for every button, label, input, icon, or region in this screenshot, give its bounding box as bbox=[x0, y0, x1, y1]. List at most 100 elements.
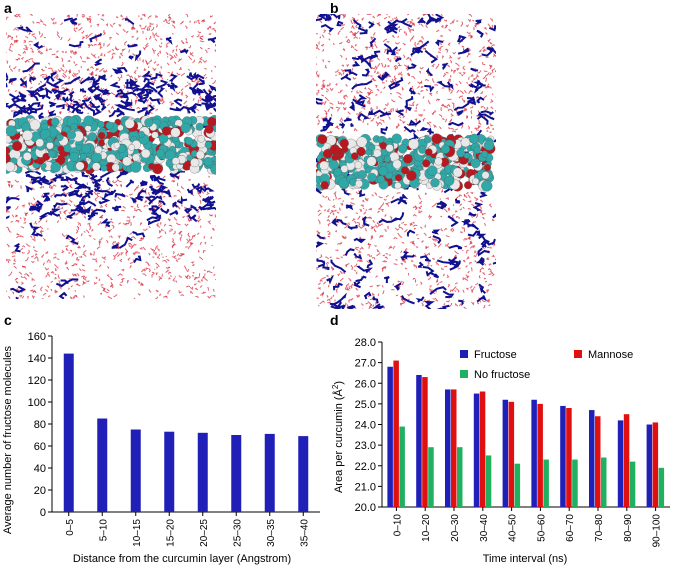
chart-d-x-tick-label: 60–70 bbox=[565, 514, 576, 542]
water-molecule bbox=[421, 41, 424, 44]
water-molecule bbox=[110, 284, 113, 288]
sugar-molecule bbox=[408, 87, 416, 95]
water-molecule bbox=[427, 236, 432, 239]
water-molecule bbox=[77, 46, 81, 49]
water-molecule bbox=[364, 86, 367, 90]
water-molecule bbox=[415, 246, 419, 248]
water-molecule bbox=[476, 74, 480, 78]
water-molecule bbox=[28, 69, 32, 73]
water-molecule bbox=[366, 216, 373, 219]
water-molecule bbox=[212, 295, 216, 298]
water-molecule bbox=[428, 73, 431, 76]
sugar-molecule bbox=[6, 197, 20, 202]
water-molecule bbox=[489, 263, 492, 266]
water-molecule bbox=[371, 108, 374, 111]
water-molecule bbox=[487, 23, 491, 28]
water-molecule bbox=[133, 243, 137, 246]
chart-c-x-tick-label: 15–20 bbox=[165, 519, 176, 547]
water-molecule bbox=[357, 113, 360, 117]
water-molecule bbox=[196, 34, 200, 38]
curcumin-atom bbox=[92, 162, 101, 171]
water-molecule bbox=[31, 60, 36, 64]
curcumin-atom bbox=[91, 152, 102, 163]
curcumin-atom bbox=[210, 164, 216, 175]
curcumin-atom bbox=[331, 154, 339, 162]
water-molecule bbox=[214, 29, 216, 33]
curcumin-atom bbox=[392, 159, 402, 169]
water-molecule bbox=[58, 97, 63, 101]
water-molecule bbox=[466, 81, 468, 84]
water-molecule bbox=[159, 38, 163, 41]
water-molecule bbox=[64, 262, 68, 265]
sugar-molecule bbox=[136, 189, 147, 199]
water-molecule bbox=[75, 27, 78, 30]
water-molecule bbox=[39, 33, 43, 38]
sugar-molecule bbox=[399, 18, 413, 28]
water-molecule bbox=[417, 237, 420, 240]
water-molecule bbox=[7, 89, 10, 92]
water-molecule bbox=[122, 28, 126, 33]
water-molecule bbox=[13, 258, 17, 262]
sugar-molecule bbox=[29, 222, 41, 232]
water-molecule bbox=[180, 185, 185, 190]
water-molecule bbox=[41, 68, 44, 71]
chart-d-x-tick-label: 80–90 bbox=[623, 514, 634, 542]
sugar-molecule bbox=[419, 255, 431, 262]
water-molecule bbox=[202, 59, 208, 63]
water-molecule bbox=[332, 204, 336, 208]
water-molecule bbox=[395, 125, 398, 129]
chart-d-x-tick-label: 40–50 bbox=[508, 514, 519, 542]
water-molecule bbox=[337, 107, 341, 112]
water-molecule bbox=[29, 80, 33, 85]
water-molecule bbox=[344, 94, 348, 98]
water-molecule bbox=[345, 57, 348, 61]
water-molecule bbox=[370, 254, 372, 258]
water-molecule bbox=[203, 269, 206, 272]
water-molecule bbox=[431, 238, 435, 242]
water-molecule bbox=[398, 47, 402, 52]
water-molecule bbox=[162, 256, 164, 259]
water-molecule bbox=[389, 80, 394, 85]
water-molecule bbox=[47, 227, 49, 230]
water-molecule bbox=[440, 215, 443, 218]
sugar-molecule bbox=[402, 250, 409, 260]
water-molecule bbox=[477, 96, 480, 99]
water-molecule bbox=[411, 222, 413, 226]
water-molecule bbox=[15, 205, 19, 211]
water-molecule bbox=[486, 289, 490, 292]
water-molecule bbox=[133, 187, 137, 192]
water-molecule bbox=[344, 302, 347, 306]
sugar-molecule bbox=[316, 157, 320, 163]
water-molecule bbox=[358, 249, 362, 253]
water-molecule bbox=[165, 45, 169, 48]
water-molecule bbox=[353, 269, 357, 272]
water-molecule bbox=[70, 173, 74, 177]
sugar-molecule bbox=[481, 47, 494, 57]
water-molecule bbox=[39, 80, 42, 84]
water-molecule bbox=[6, 59, 9, 64]
water-molecule bbox=[372, 32, 376, 36]
water-molecule bbox=[42, 23, 47, 27]
water-molecule bbox=[57, 69, 62, 73]
sugar-molecule bbox=[146, 214, 162, 222]
water-molecule bbox=[104, 225, 108, 228]
curcumin-atom bbox=[50, 117, 60, 127]
chart-c-x-tick-label: 0–5 bbox=[65, 519, 76, 536]
chart-d-bar-fructose bbox=[416, 375, 422, 507]
water-molecule bbox=[135, 95, 139, 100]
water-molecule bbox=[470, 73, 474, 77]
water-molecule bbox=[375, 84, 378, 88]
water-molecule bbox=[40, 68, 45, 72]
water-molecule bbox=[58, 215, 62, 220]
water-molecule bbox=[137, 293, 141, 296]
sugar-molecule bbox=[8, 103, 22, 110]
sugar-molecule bbox=[6, 196, 10, 204]
curcumin-atom bbox=[29, 119, 41, 131]
water-molecule bbox=[159, 191, 163, 195]
water-molecule bbox=[332, 42, 335, 46]
water-molecule bbox=[60, 67, 65, 72]
sugar-molecule bbox=[424, 84, 435, 93]
water-molecule bbox=[171, 33, 174, 35]
sugar-molecule bbox=[363, 291, 372, 300]
water-molecule bbox=[39, 229, 43, 235]
